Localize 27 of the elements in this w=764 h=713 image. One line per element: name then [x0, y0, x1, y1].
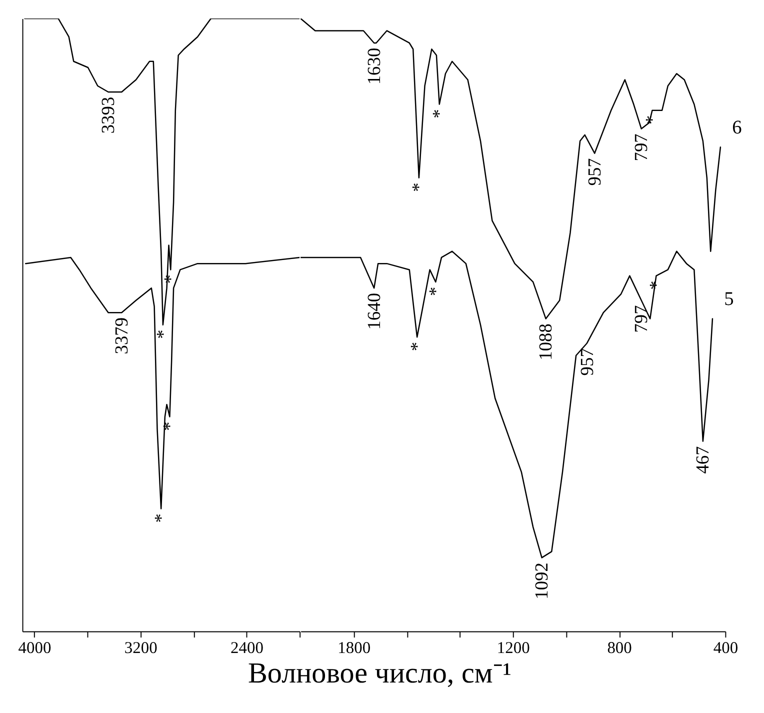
annotation: 3393 [98, 96, 118, 134]
x-tick-label: 1800 [338, 638, 371, 658]
series-label: 5 [724, 289, 734, 310]
annotation: * [429, 109, 450, 118]
x-tick-label: 400 [713, 638, 738, 658]
x-tick-label: 2400 [230, 638, 264, 658]
annotation: * [425, 286, 446, 296]
annotation: 1630 [364, 48, 384, 85]
x-tick-label: 4000 [18, 638, 52, 658]
series-label: 6 [732, 118, 742, 139]
annotation: 1088 [536, 324, 556, 360]
annotation: 1640 [364, 292, 384, 330]
annotation: 1092 [532, 562, 552, 600]
annotation: * [152, 330, 173, 339]
annotation: 957 [584, 158, 604, 186]
x-tick-label: 800 [607, 638, 632, 658]
x-tick-label: 1200 [496, 638, 530, 658]
x-tick-label: 3200 [124, 638, 158, 658]
annotation: * [150, 514, 171, 523]
annotation: 467 [692, 446, 713, 474]
annotation: 957 [576, 348, 597, 376]
x-axis-title: Волновое число, см⁻¹ [248, 658, 512, 690]
annotation: 3379 [111, 317, 132, 354]
annotation: 797 [631, 134, 652, 162]
annotation: * [406, 342, 427, 352]
annotation: 797 [631, 305, 652, 333]
annotation: * [408, 182, 429, 192]
